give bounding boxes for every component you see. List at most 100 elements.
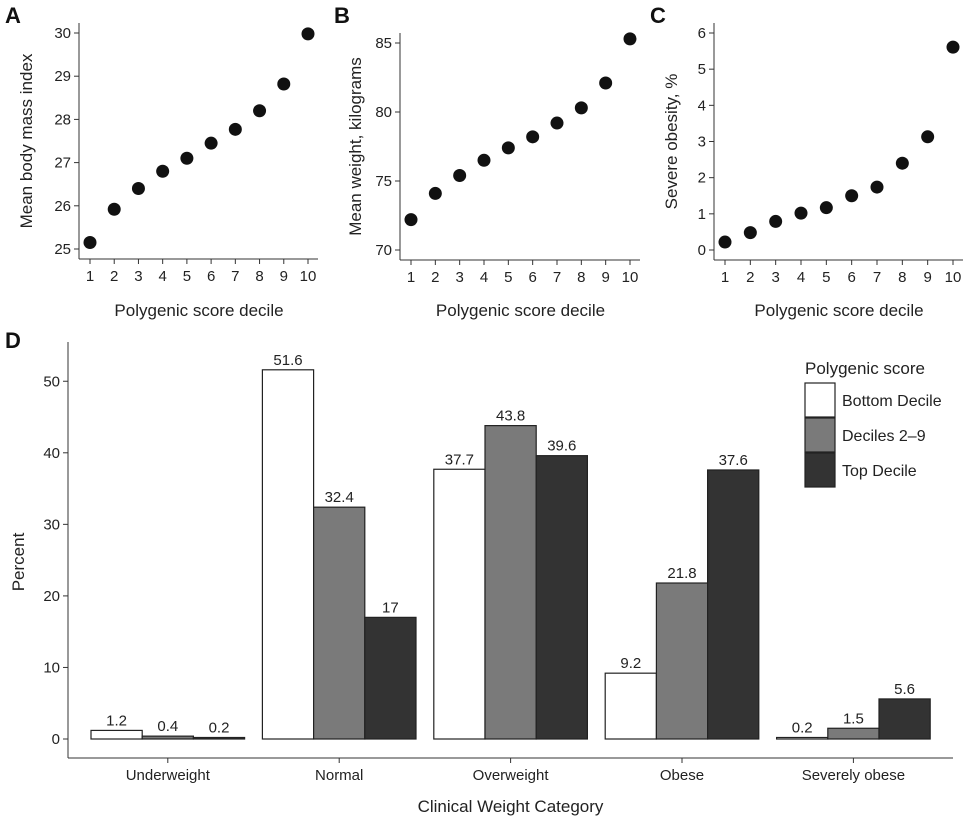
panel-a-y-axis-title: Mean body mass index bbox=[17, 53, 36, 228]
panel-a-point bbox=[301, 27, 315, 41]
bar-value-label: 0.2 bbox=[209, 720, 230, 737]
bar-value-label: 17 bbox=[382, 599, 399, 616]
panel-a-y-tick-label: 28 bbox=[54, 111, 71, 128]
bar-value-label: 32.4 bbox=[325, 489, 354, 506]
panel-c-y-tick-label: 2 bbox=[698, 170, 706, 187]
panel-c-point bbox=[946, 40, 960, 54]
panel-c-x-tick-label: 8 bbox=[898, 269, 906, 286]
panel-b-x-tick-label: 4 bbox=[480, 269, 488, 286]
bar-4-series-2 bbox=[655, 582, 709, 740]
bar-value-label: 37.6 bbox=[719, 452, 748, 469]
panel-b-x-tick-label: 8 bbox=[577, 269, 585, 286]
panel-b-point bbox=[453, 168, 467, 182]
bar-value-label: 1.2 bbox=[106, 712, 127, 729]
bar-3-series-2 bbox=[484, 425, 537, 740]
panel-b-y-tick-label: 70 bbox=[375, 242, 392, 259]
panel-b-point bbox=[501, 141, 515, 155]
panel-a-x-tick-label: 4 bbox=[158, 268, 166, 285]
panel-b-point bbox=[599, 76, 613, 90]
panel-c-y-tick-label: 6 bbox=[698, 25, 706, 42]
panel-c-x-tick-label: 9 bbox=[923, 269, 931, 286]
panel-b-x-axis-title: Polygenic score decile bbox=[436, 301, 605, 320]
panel-c-letter: C bbox=[650, 3, 666, 28]
panel-c-point bbox=[819, 201, 833, 215]
panel-a-y-tick-label: 30 bbox=[54, 25, 71, 42]
panel-c-x-tick-label: 10 bbox=[945, 269, 962, 286]
bar-5-series-2 bbox=[827, 727, 880, 740]
panel-c-point bbox=[845, 189, 859, 203]
panel-a-y-tick-label: 27 bbox=[54, 155, 71, 172]
bar-3-series-1 bbox=[433, 468, 486, 740]
panel-b-x-tick-label: 3 bbox=[455, 269, 463, 286]
category-label: Normal bbox=[315, 767, 363, 784]
bar-value-label: 39.6 bbox=[547, 438, 576, 455]
category-label: Severely obese bbox=[802, 767, 905, 784]
panel-c-x-tick-label: 7 bbox=[873, 269, 881, 286]
bar-4-series-3 bbox=[706, 469, 760, 740]
panel-a-y-tick-label: 26 bbox=[54, 198, 71, 215]
panel-a-point bbox=[83, 236, 97, 250]
bar-value-label: 37.7 bbox=[445, 451, 474, 468]
panel-b-x-tick-label: 6 bbox=[528, 269, 536, 286]
panel-b-x-tick-label: 2 bbox=[431, 269, 439, 286]
panel-b-x-tick-label: 5 bbox=[504, 269, 512, 286]
bar-5-series-1 bbox=[775, 736, 829, 740]
panel-b-point bbox=[526, 130, 540, 144]
panel-b-x-tick-label: 9 bbox=[601, 269, 609, 286]
bar-4-series-1 bbox=[604, 672, 658, 740]
panel-d-y-tick-label: 0 bbox=[52, 731, 60, 748]
panel-c-x-tick-label: 3 bbox=[771, 269, 779, 286]
panel-c-x-tick-label: 4 bbox=[797, 269, 805, 286]
panel-d-y-tick-label: 50 bbox=[43, 373, 60, 390]
bar-2-series-2 bbox=[313, 506, 366, 740]
bar-value-label: 0.4 bbox=[157, 718, 178, 735]
bar-value-label: 1.5 bbox=[843, 710, 864, 727]
panel-a-point bbox=[107, 202, 121, 216]
panel-c-y-tick-label: 1 bbox=[698, 206, 706, 223]
panel-a-point bbox=[131, 182, 145, 196]
category-label: Underweight bbox=[126, 767, 211, 784]
panel-a-point bbox=[156, 164, 170, 178]
panel-d-y-tick-label: 10 bbox=[43, 659, 60, 676]
bar-1-series-2 bbox=[141, 735, 194, 740]
panel-a-y-tick-label: 29 bbox=[54, 68, 71, 85]
panel-d-x-axis-title: Clinical Weight Category bbox=[418, 797, 604, 816]
bar-5-series-3 bbox=[878, 698, 931, 740]
panel-a-y-tick-label: 25 bbox=[54, 241, 71, 258]
panel-a-point bbox=[228, 122, 242, 136]
panel-d-letter: D bbox=[5, 328, 21, 353]
bar-1-series-1 bbox=[90, 729, 143, 740]
panel-b-x-tick-label: 1 bbox=[407, 269, 415, 286]
bar-2-series-1 bbox=[261, 369, 315, 740]
panel-a-x-tick-label: 7 bbox=[231, 268, 239, 285]
panel-d-y-axis-title: Percent bbox=[9, 532, 28, 591]
panel-d-y-tick-label: 30 bbox=[43, 516, 60, 533]
panel-c-y-axis-title: Severe obesity, % bbox=[662, 74, 681, 210]
panel-c-x-axis-title: Polygenic score decile bbox=[754, 301, 923, 320]
legend-swatch-1 bbox=[804, 382, 836, 418]
panel-c-y-tick-label: 4 bbox=[698, 97, 706, 114]
panel-b-point bbox=[428, 186, 442, 200]
panel-b-point bbox=[477, 153, 491, 167]
bar-value-label: 21.8 bbox=[667, 565, 696, 582]
panel-c-point bbox=[769, 214, 783, 228]
panel-a-point bbox=[180, 151, 194, 165]
panel-b-x-tick-label: 10 bbox=[622, 269, 639, 286]
panel-b-y-axis-title: Mean weight, kilograms bbox=[346, 57, 365, 236]
legend-label-1: Bottom Decile bbox=[842, 393, 942, 410]
legend-swatch-3 bbox=[804, 452, 836, 488]
panel-c-x-tick-label: 6 bbox=[847, 269, 855, 286]
legend-label-2: Deciles 2–9 bbox=[842, 428, 926, 445]
category-label: Obese bbox=[660, 767, 704, 784]
panel-b-point bbox=[623, 32, 637, 46]
panel-c-x-tick-label: 1 bbox=[721, 269, 729, 286]
panel-b-y-tick-label: 80 bbox=[375, 104, 392, 121]
panel-a-x-tick-label: 9 bbox=[280, 268, 288, 285]
panel-b-letter: B bbox=[334, 3, 350, 28]
panel-d-y-tick-label: 20 bbox=[43, 588, 60, 605]
panel-a-x-axis-title: Polygenic score decile bbox=[114, 301, 283, 320]
panel-c-point bbox=[921, 130, 935, 144]
bar-3-series-3 bbox=[535, 455, 589, 740]
panel-c-x-tick-label: 5 bbox=[822, 269, 830, 286]
